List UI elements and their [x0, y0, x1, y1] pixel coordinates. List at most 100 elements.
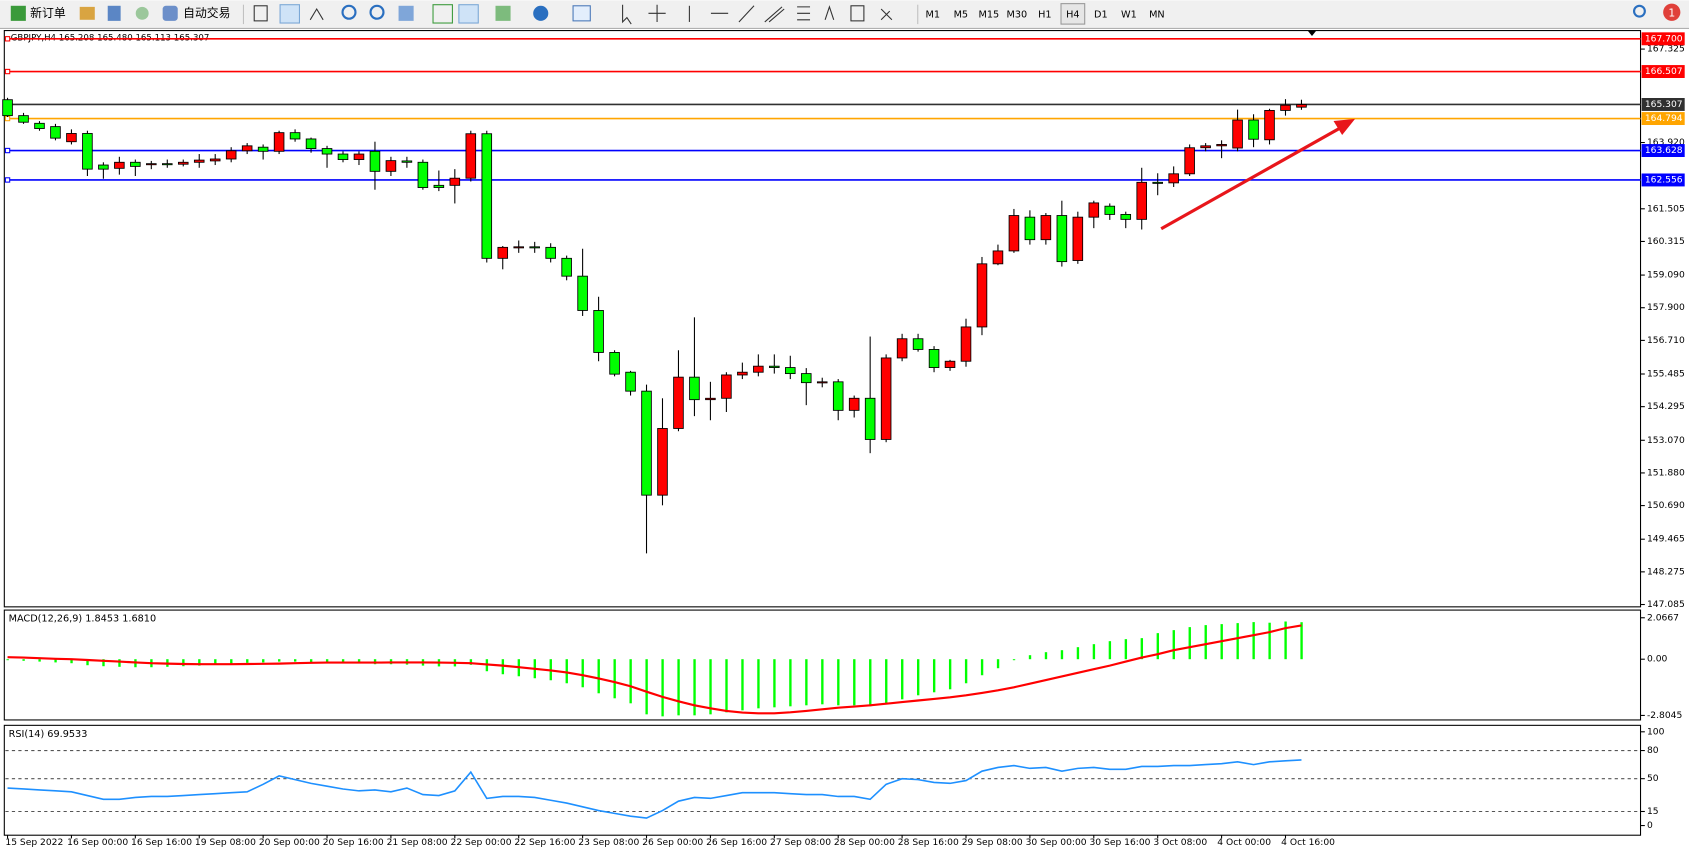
candle-body [1296, 104, 1307, 108]
price-level-handle [4, 36, 11, 42]
templates-button[interactable] [572, 5, 591, 22]
new-order-button[interactable]: 新订单 [30, 6, 66, 20]
candle-body [82, 133, 93, 170]
x-tick-label: 16 Sep 16:00 [131, 838, 192, 848]
auto-trading-icon[interactable] [162, 5, 178, 21]
y-tick-label: 157.900 [1647, 303, 1685, 313]
line-chart-button[interactable] [309, 7, 324, 21]
label-button[interactable] [850, 5, 865, 22]
macd-bar [1124, 639, 1128, 660]
macd-bar [709, 659, 712, 715]
candle-body [896, 338, 908, 359]
candle-body [753, 365, 764, 373]
candle-body [146, 163, 157, 166]
macd-bar [357, 659, 361, 664]
timeframe-button[interactable]: H4 [1066, 9, 1079, 20]
search-button[interactable] [1632, 4, 1646, 18]
candle-body [401, 160, 413, 163]
arrows-button[interactable] [880, 8, 893, 21]
macd-bar [1284, 621, 1287, 660]
candle-body [66, 133, 77, 143]
macd-bar [70, 659, 73, 664]
candle-chart-button[interactable] [279, 4, 300, 24]
timeframe-button[interactable]: D1 [1094, 9, 1108, 20]
timeframe-button[interactable]: M1 [926, 9, 941, 20]
y-tick-label: 100 [1647, 727, 1665, 737]
candle-body [337, 153, 349, 160]
candle-body [1120, 213, 1132, 220]
macd-bar [693, 659, 696, 716]
candle-body [673, 376, 684, 429]
channel-button[interactable] [764, 6, 785, 23]
tool-icon[interactable] [107, 5, 121, 21]
candle-body [976, 263, 988, 328]
macd-bar [725, 659, 728, 713]
macd-bar [1156, 633, 1159, 660]
macd-bar [102, 659, 105, 667]
periods-button[interactable] [533, 5, 549, 21]
trendline-button[interactable] [738, 5, 755, 23]
tile-button[interactable] [398, 5, 414, 21]
candle-body [641, 390, 652, 496]
autoscroll-button[interactable] [432, 4, 453, 24]
fibo-button[interactable] [797, 6, 811, 21]
timeframe-button[interactable]: H1 [1038, 9, 1051, 20]
macd-bar [1044, 652, 1048, 660]
macd-bar [980, 659, 984, 676]
macd-bar [773, 659, 776, 708]
zoom-out-button[interactable] [369, 4, 385, 20]
timeframe-button[interactable]: M15 [978, 9, 999, 20]
x-tick-label: 28 Sep 00:00 [834, 838, 895, 848]
tool-icon[interactable] [79, 6, 95, 20]
crosshair-button[interactable] [648, 4, 666, 22]
y-tick-label: 156.710 [1647, 336, 1685, 346]
timeframe-bar: M1 M5 M15 M30 H1 H4 D1 W1 MN [926, 3, 1165, 25]
shift-marker [1307, 30, 1317, 36]
candle-body [1056, 215, 1068, 263]
shift-button[interactable] [458, 4, 479, 24]
candle-body [625, 371, 636, 392]
plot-layer: 167.325 163.920 161.505 160.315 159.090 157.9… [2, 32, 1685, 848]
timeframe-button[interactable]: M5 [954, 9, 969, 20]
macd-bar [1300, 622, 1303, 660]
y-tick-label: 80 [1647, 746, 1659, 756]
new-order-icon[interactable] [10, 5, 26, 21]
y-tick-label: 2.0667 [1647, 613, 1679, 623]
macd-panel-title: MACD(12,26,9) 1.8453 1.6810 [9, 614, 157, 625]
macd-bar [629, 659, 632, 704]
candle-body [1248, 119, 1259, 140]
price-level-handle [4, 68, 11, 75]
auto-trading-button[interactable]: 自动交易 [183, 6, 230, 20]
timeframe-button[interactable]: M30 [1007, 9, 1028, 20]
indicators-button[interactable] [495, 5, 511, 21]
bar-chart-button[interactable] [253, 5, 268, 22]
price-level-label: 167.700 [1645, 34, 1683, 44]
candle-body [241, 145, 253, 152]
y-tick-label: 150.690 [1647, 501, 1685, 511]
macd-bar [294, 659, 297, 662]
timeframe-button[interactable]: MN [1149, 9, 1165, 20]
y-tick-label: 0 [1647, 821, 1653, 831]
candle-body [609, 352, 620, 375]
candle-body [1152, 181, 1163, 184]
candle-body [529, 246, 540, 249]
cursor-button[interactable] [622, 4, 632, 25]
tool-icon[interactable] [135, 6, 149, 20]
price-level-label: 163.628 [1645, 146, 1683, 156]
notification-badge[interactable] [1663, 3, 1681, 21]
y-tick-label: 149.465 [1647, 535, 1685, 545]
candle-body [225, 150, 237, 160]
x-tick-label: 26 Sep 00:00 [642, 838, 703, 848]
price-level-handle [4, 177, 11, 183]
x-tick-label: 15 Sep 2022 [5, 838, 63, 848]
zoom-in-button[interactable] [341, 4, 357, 20]
x-tick-label: 19 Sep 08:00 [195, 838, 256, 848]
macd-bar [1140, 638, 1144, 660]
candle-body [273, 132, 285, 152]
candle-body [960, 326, 972, 362]
candle-body [1168, 173, 1179, 184]
timeframe-button[interactable]: W1 [1121, 9, 1137, 20]
macd-signal-line [7, 624, 1302, 715]
text-button[interactable] [824, 5, 835, 20]
